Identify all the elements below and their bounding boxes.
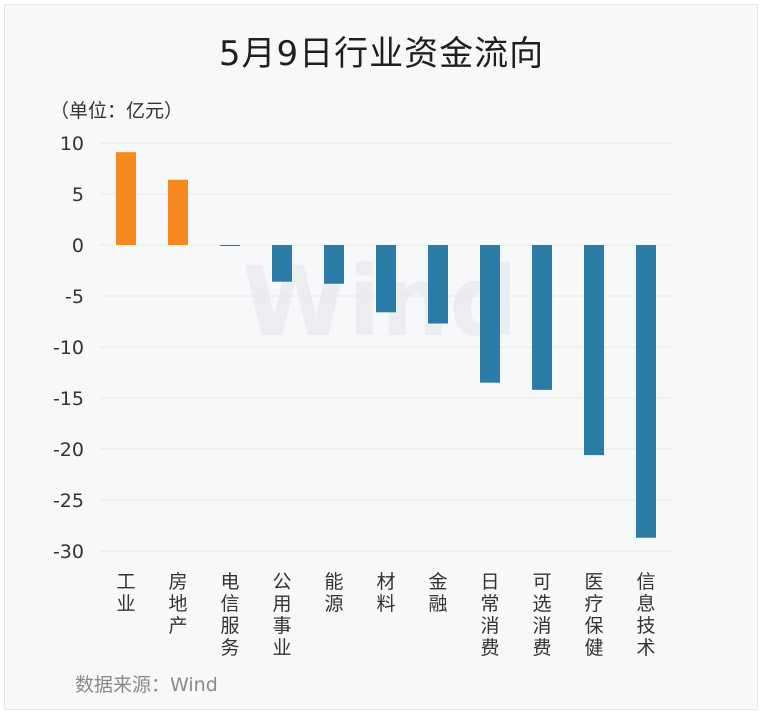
bar-3 — [220, 245, 240, 247]
bar-7 — [428, 245, 448, 324]
y-tick-label: -25 — [53, 490, 84, 512]
unit-label: （单位：亿元） — [50, 100, 184, 122]
x-tick-label: 日常消费 — [480, 571, 499, 659]
bar-5 — [324, 245, 344, 284]
bar-2 — [168, 179, 188, 245]
y-tick-label: -30 — [53, 541, 84, 563]
bar-11 — [636, 245, 656, 538]
x-tick-label: 工业 — [116, 571, 135, 615]
bar-6 — [376, 245, 396, 313]
y-tick-label: -10 — [53, 337, 84, 359]
bar-9 — [532, 245, 552, 390]
y-tick-label: -5 — [65, 286, 84, 308]
bar-4 — [272, 245, 292, 282]
bar-10 — [584, 245, 604, 456]
x-tick-label: 能源 — [324, 571, 343, 615]
chart-title: 5月9日行业资金流向 — [218, 34, 545, 74]
x-tick-label: 金融 — [428, 571, 447, 615]
x-tick-label: 电信服务 — [220, 571, 239, 659]
x-tick-label: 信息技术 — [636, 571, 655, 659]
source-label: 数据来源：Wind — [75, 674, 218, 696]
y-tick-label: 0 — [72, 235, 84, 257]
y-tick-label: -20 — [53, 439, 84, 461]
x-tick-label: 材料 — [376, 571, 395, 615]
x-tick-label: 公用事业 — [272, 571, 291, 659]
bar-8 — [480, 245, 500, 383]
y-tick-label: 10 — [60, 133, 84, 155]
x-tick-label: 可选消费 — [532, 571, 551, 659]
chart-card — [4, 4, 758, 710]
x-tick-label: 房地产 — [168, 571, 187, 637]
x-tick-label: 医疗保健 — [584, 571, 603, 659]
y-tick-label: 5 — [72, 184, 84, 206]
bar-1 — [116, 152, 136, 245]
y-tick-label: -15 — [53, 388, 84, 410]
